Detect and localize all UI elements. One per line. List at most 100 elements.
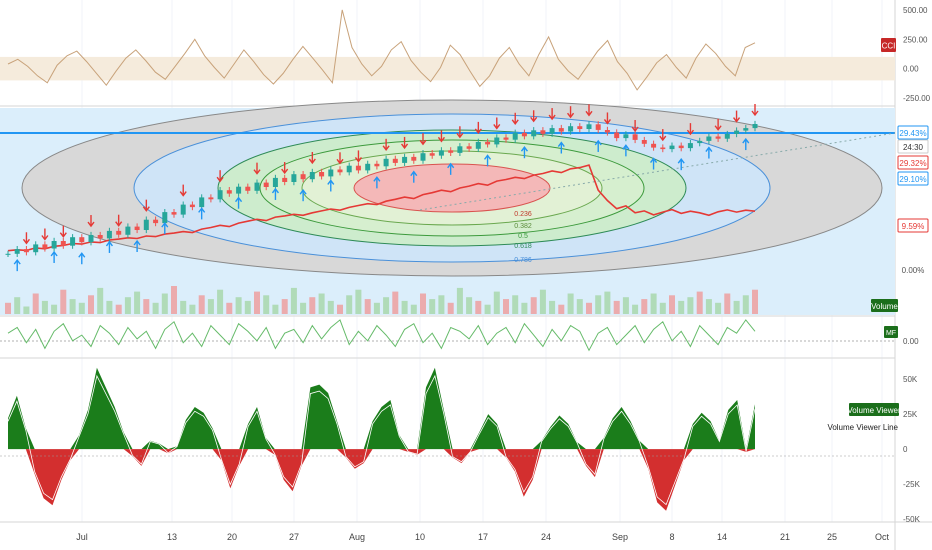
sell-arrow-head [474, 128, 482, 135]
buy-arrow-head [483, 154, 492, 160]
volume-bar [97, 287, 104, 314]
candle-body [189, 204, 195, 208]
volume-legend-badge[interactable] [871, 299, 898, 312]
volume-viewer-legend-badge[interactable] [849, 403, 899, 416]
volume-bar [466, 297, 473, 314]
volume-bar [438, 295, 445, 314]
volume-bars [5, 286, 758, 314]
price-axis-label-3: 29.10% [899, 175, 926, 184]
buy-arrow-head [649, 157, 658, 163]
price-axis-label-0: 29.43% [899, 129, 926, 138]
sell-arrow-head [437, 136, 446, 143]
candle-body [623, 134, 629, 139]
candle-body [402, 156, 408, 163]
candle-body [595, 124, 601, 130]
signal-arrows [13, 103, 759, 272]
volume-viewer-negative-area [8, 449, 755, 511]
volume-bar [669, 295, 675, 314]
fib-label-0: 0.236 [514, 211, 532, 218]
mf-line [7, 319, 756, 352]
volume-bar [337, 304, 343, 314]
sell-arrow-head [732, 117, 741, 123]
candle-body [236, 186, 242, 194]
price-axis-label-5: 0.00% [902, 266, 925, 275]
price-pane[interactable]: 0.236 0.382 0.5 0.618 0.786 Volume 29.43% 24:… [0, 99, 929, 315]
volume-bar [32, 293, 39, 314]
volume-bar [300, 302, 307, 314]
buy-arrow-head [373, 176, 381, 182]
candle-body [604, 130, 610, 133]
sell-arrow-head [354, 156, 363, 163]
volume-bar [429, 299, 436, 314]
volume-bar [207, 299, 214, 314]
candle-body [171, 212, 177, 215]
volume-bar [373, 302, 380, 314]
buy-arrow-head [198, 207, 206, 213]
fib-label-4: 0.786 [514, 257, 532, 264]
volume-viewer-line [7, 374, 756, 506]
volume-bar [715, 302, 722, 314]
volume-bar [106, 300, 113, 314]
volume-bar [318, 293, 325, 314]
buy-arrow-head [705, 146, 713, 152]
volume-bar [364, 299, 371, 314]
volume-bar [613, 300, 620, 314]
candle-body [549, 128, 555, 134]
x-axis-tick-3: 27 [289, 532, 299, 542]
volume-bar [595, 295, 602, 314]
volume-bar [281, 299, 288, 314]
price-axis-label-1: 24:30 [903, 143, 924, 152]
mf-pane[interactable]: MF 0.00 [0, 319, 919, 352]
cci-axis-tick-0: 500.00 [903, 6, 928, 15]
x-axis-tick-7: 24 [541, 532, 551, 542]
buy-arrow-head [622, 144, 630, 150]
volume-bar [493, 291, 500, 314]
candle-body [438, 150, 444, 156]
volume-bar [14, 297, 21, 314]
buy-arrow-head [520, 146, 529, 152]
sell-arrow-head [142, 206, 150, 212]
mf-legend-badge[interactable] [884, 326, 898, 338]
price-label-bg-4 [897, 218, 929, 233]
x-axis-tick-2: 20 [227, 532, 237, 542]
candle-body [651, 143, 657, 148]
sell-arrow-head [308, 158, 316, 165]
sell-arrow-head [456, 132, 464, 139]
volume-bar [733, 300, 740, 314]
candle-body [319, 172, 325, 177]
buy-arrow-head [557, 141, 565, 147]
mf-legend-label: MF [886, 330, 896, 337]
sell-arrow-head [686, 129, 695, 136]
candle-body [23, 249, 29, 253]
candle-body [678, 145, 684, 149]
candle-body [282, 177, 288, 182]
cci-pane[interactable]: CCI [0, 9, 896, 91]
candle-body [521, 132, 527, 137]
candle-body [697, 140, 703, 144]
candle-body [568, 126, 574, 132]
x-axis-tick-12: 25 [827, 532, 837, 542]
sell-arrow-head [336, 158, 344, 165]
volume-bar [650, 293, 657, 314]
volume-bar [263, 295, 270, 314]
cci-legend-badge[interactable] [881, 38, 896, 52]
cci-legend-label: CCI [882, 42, 896, 51]
candle-body [346, 165, 352, 173]
volume-viewer-pane[interactable]: Volume Viewer Volume Viewer Line [0, 367, 901, 511]
candle-body [752, 124, 758, 129]
candle-body [724, 134, 730, 139]
volume-bar [143, 299, 150, 314]
candle-body [88, 235, 94, 243]
candle-body [383, 158, 389, 167]
volume-bar [272, 304, 279, 314]
candle-body [162, 212, 168, 224]
candle-body [70, 237, 76, 246]
volume-bar [521, 302, 528, 314]
price-label-bg-0 [897, 125, 929, 140]
volume-bar [576, 299, 583, 314]
volume-bar [410, 304, 417, 314]
candle-body [355, 165, 361, 171]
sell-arrow-head [659, 135, 667, 142]
candle-body [429, 153, 435, 156]
buy-arrow-head [299, 189, 307, 195]
